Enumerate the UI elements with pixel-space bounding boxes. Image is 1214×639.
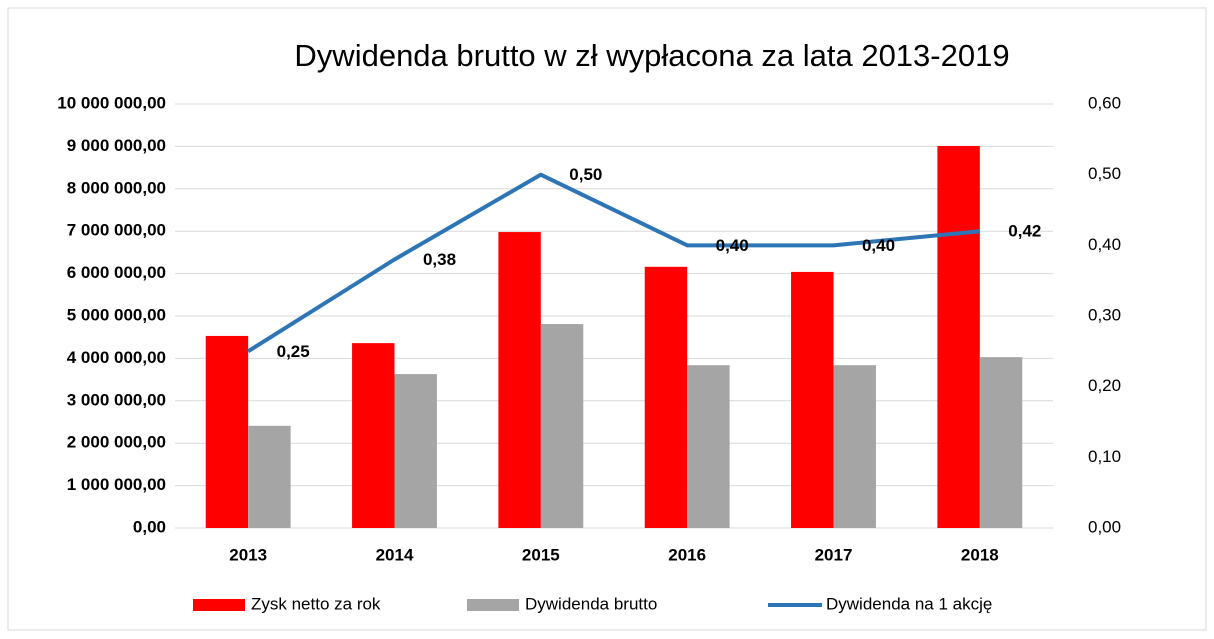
x-tick-label: 2016 — [668, 545, 706, 564]
y-tick-label: 7 000 000,00 — [67, 221, 166, 240]
bar — [540, 324, 584, 528]
bar — [833, 365, 876, 528]
y-tick-label: 9 000 000,00 — [67, 136, 166, 155]
data-label: 0,42 — [1008, 222, 1041, 241]
chart-border — [7, 7, 1207, 631]
bar — [352, 343, 395, 528]
bar — [687, 365, 730, 528]
y2-tick-label: 0,60 — [1088, 93, 1121, 112]
y-tick-label: 0,00 — [133, 517, 166, 536]
x-tick-label: 2013 — [229, 545, 267, 564]
bar — [791, 271, 834, 528]
y-tick-label: 1 000 000,00 — [67, 475, 166, 494]
y-tick-label: 3 000 000,00 — [67, 390, 166, 409]
bar — [205, 335, 249, 528]
y-tick-label: 5 000 000,00 — [67, 305, 166, 324]
y2-tick-label: 0,20 — [1088, 376, 1121, 395]
legend-swatch — [467, 599, 519, 611]
bar — [248, 425, 291, 528]
y2-tick-label: 0,40 — [1088, 235, 1121, 254]
legend-swatch — [193, 599, 245, 611]
bar — [644, 266, 688, 528]
x-tick-label: 2014 — [376, 545, 414, 564]
x-tick-label: 2015 — [522, 545, 560, 564]
data-label: 0,25 — [277, 342, 310, 361]
y2-tick-label: 0,10 — [1088, 447, 1121, 466]
y-tick-label: 2 000 000,00 — [67, 433, 166, 452]
bar — [498, 232, 541, 528]
bar — [979, 357, 1023, 528]
y-tick-label: 6 000 000,00 — [67, 263, 166, 282]
line — [247, 172, 981, 354]
y-tick-label: 8 000 000,00 — [67, 178, 166, 197]
y2-tick-label: 0,00 — [1088, 517, 1121, 536]
legend-label: Dywidenda na 1 akcję — [826, 594, 992, 613]
bar — [937, 145, 980, 528]
y-tick-label: 10 000 000,00 — [57, 93, 166, 112]
data-label: 0,40 — [862, 236, 895, 255]
x-tick-label: 2018 — [961, 545, 999, 564]
y2-tick-label: 0,30 — [1088, 305, 1121, 324]
x-tick-label: 2017 — [815, 545, 853, 564]
y-tick-label: 4 000 000,00 — [67, 348, 166, 367]
data-label: 0,40 — [716, 236, 749, 255]
legend-label: Zysk netto za rok — [251, 594, 381, 613]
legend-label: Dywidenda brutto — [525, 594, 657, 613]
y2-tick-label: 0,50 — [1088, 164, 1121, 183]
data-label: 0,50 — [569, 165, 602, 184]
data-label: 0,38 — [423, 250, 456, 269]
chart-title: Dywidenda brutto w zł wypłacona za lata … — [294, 38, 1009, 73]
bar — [394, 374, 437, 528]
